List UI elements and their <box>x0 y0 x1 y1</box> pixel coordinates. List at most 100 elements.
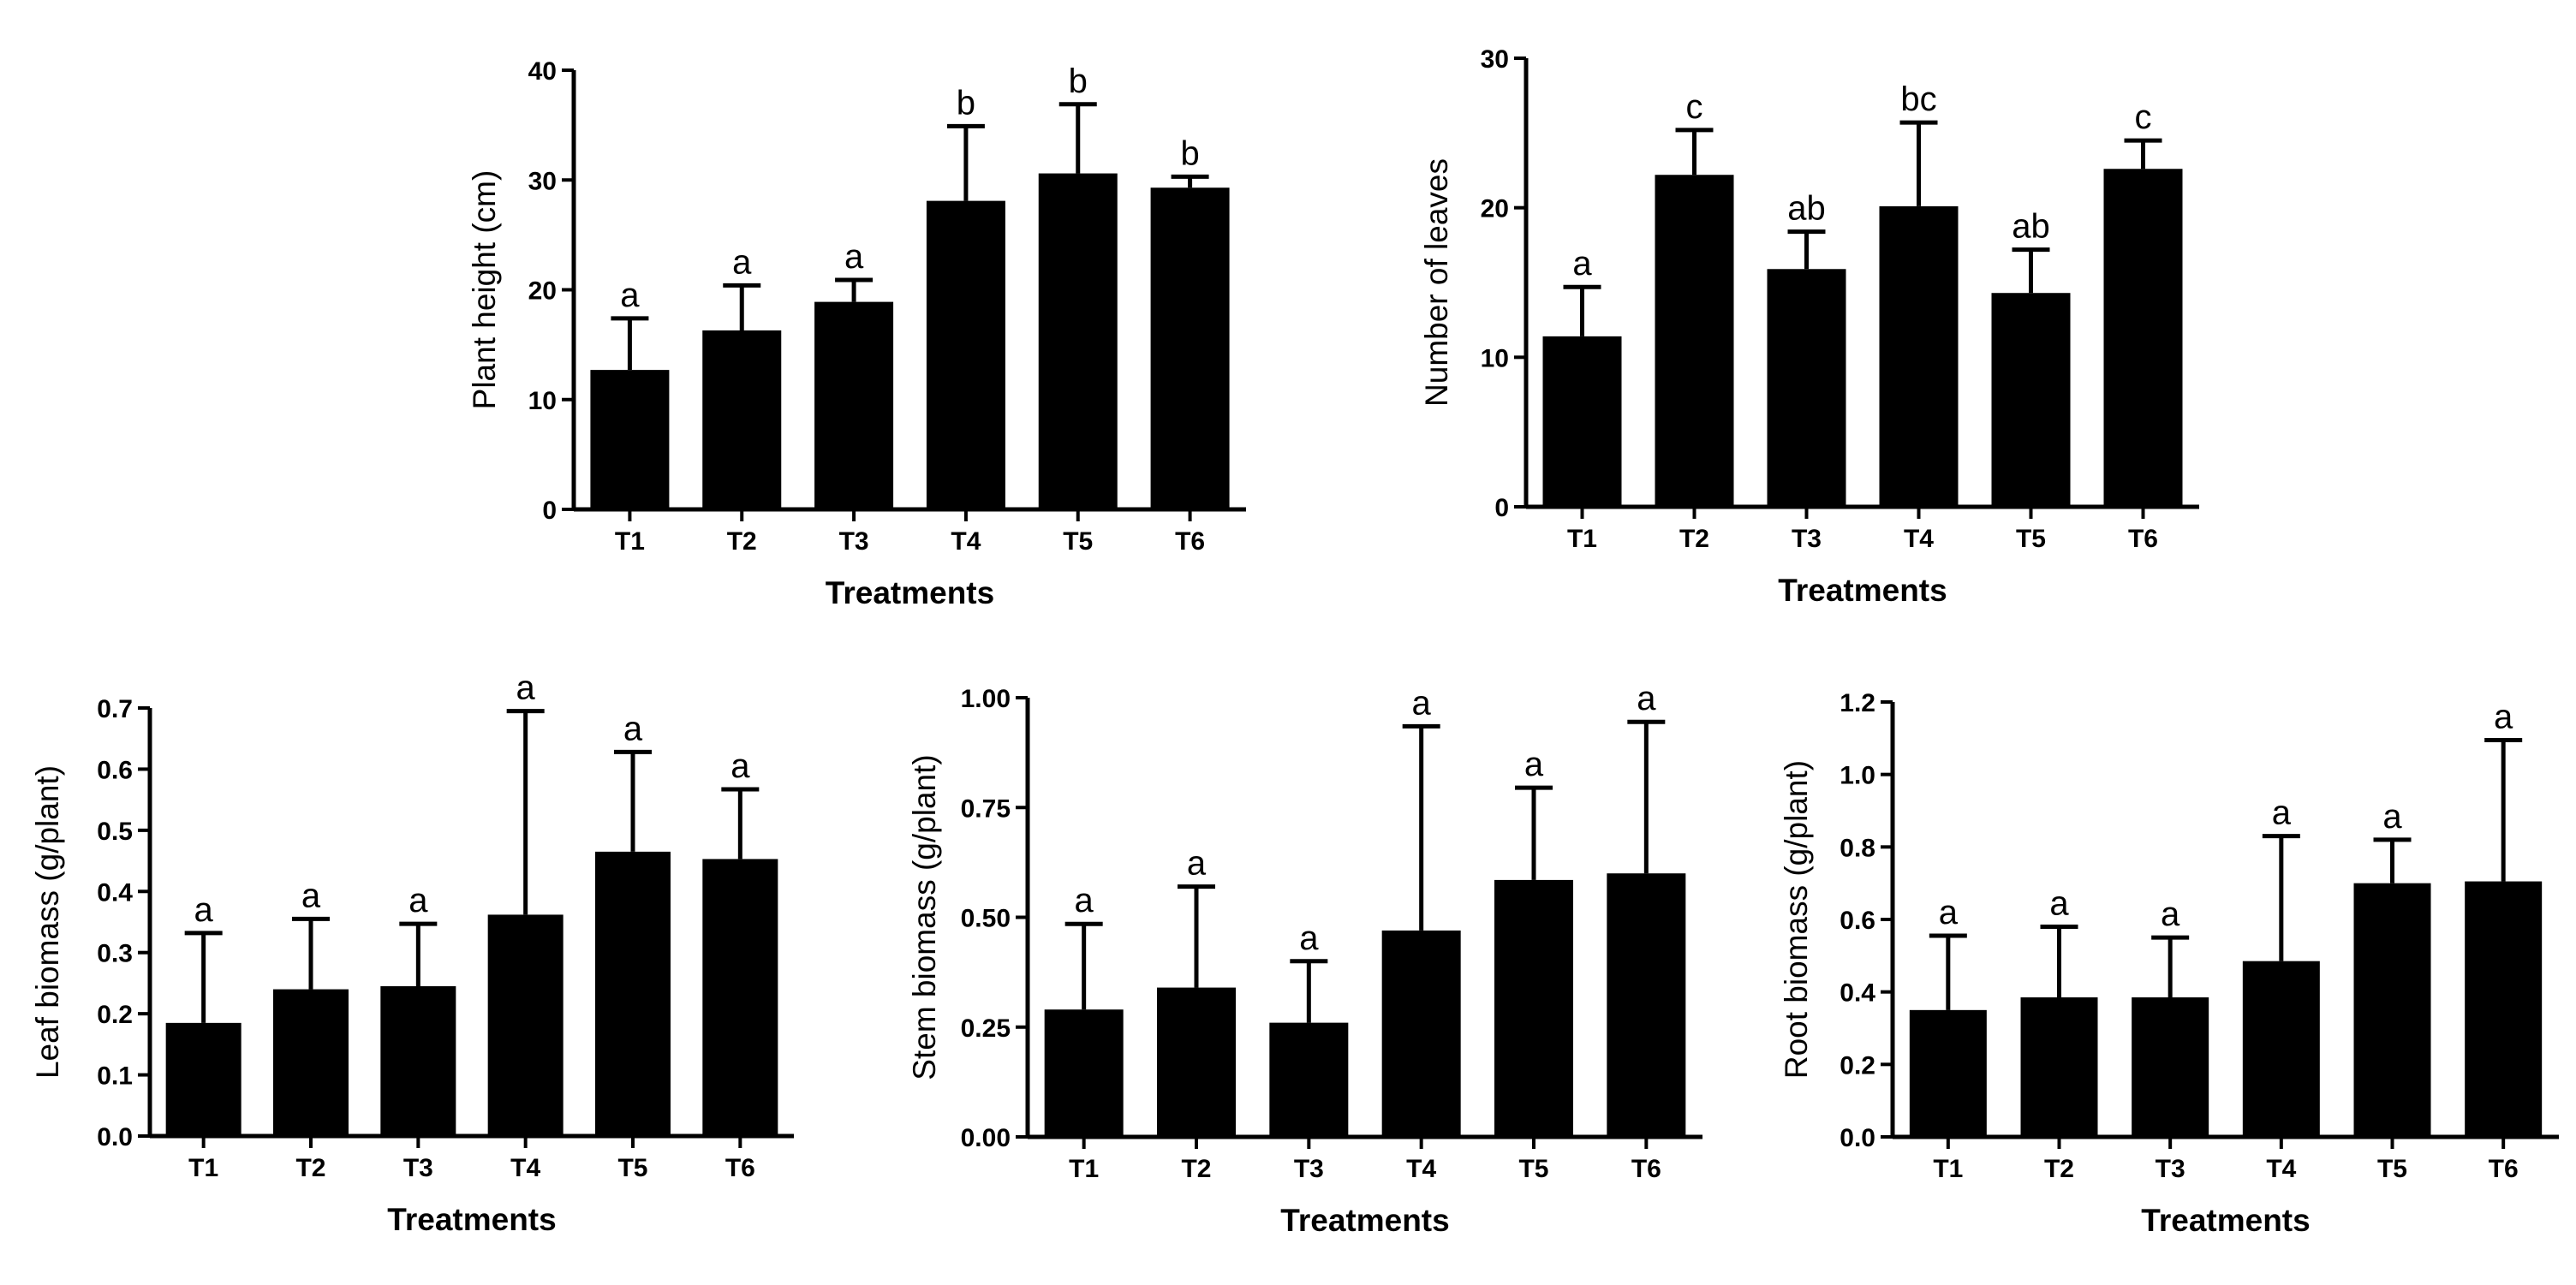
y-tick-label: 20 <box>528 277 557 306</box>
y-tick-label: 1.2 <box>1840 689 1875 717</box>
bar-t3 <box>2132 997 2209 1137</box>
bar-t3 <box>380 986 456 1136</box>
significance-letter: ab <box>2012 208 2050 246</box>
y-tick-label: 0.6 <box>97 756 133 784</box>
bar-t5 <box>1494 879 1573 1137</box>
y-tick-label: 20 <box>1481 195 1509 223</box>
significance-letter: ab <box>1787 190 1826 228</box>
significance-letter: bc <box>1900 80 1936 118</box>
x-tick-label: T4 <box>1904 525 1934 553</box>
x-tick-label: T5 <box>1063 527 1093 556</box>
y-tick-label: 10 <box>528 387 557 415</box>
bar-t2 <box>702 330 782 509</box>
y-tick-label: 0.0 <box>97 1123 133 1151</box>
significance-letter: a <box>2494 698 2513 735</box>
panel-leaf-biomass: 0.0 0.1 0.2 0.3 0.4 0.5 0.6 0.7 a T1 a T2 a T3 a T4 a T5 a… <box>30 669 794 1237</box>
x-tick-label: T2 <box>295 1154 325 1182</box>
bar-t5 <box>595 851 671 1136</box>
significance-letter: c <box>2135 98 2152 136</box>
y-tick-label: 40 <box>528 57 557 86</box>
panel-plant-height: 0 10 20 30 40 a T1 a T2 a T3 b T4 b T5 b T6 Treatments Pla… <box>467 57 1246 610</box>
x-tick-label: T1 <box>1933 1155 1963 1183</box>
y-tick-label: 0.6 <box>1840 907 1875 935</box>
y-axis-label: Root biomass (g/plant) <box>1779 760 1814 1079</box>
x-axis-label: Treatments <box>1280 1203 1449 1238</box>
bar-t3 <box>1767 269 1846 507</box>
y-tick-label: 0 <box>542 497 557 525</box>
significance-letter: a <box>1939 894 1959 931</box>
x-axis-label: Treatments <box>387 1202 556 1237</box>
bar-t4 <box>2242 961 2320 1137</box>
significance-letter: a <box>623 710 643 747</box>
significance-letter: a <box>408 882 428 919</box>
significance-letter: a <box>732 243 752 281</box>
bar-t6 <box>1607 873 1686 1137</box>
x-tick-label: T3 <box>1792 525 1822 553</box>
y-tick-label: 0.1 <box>97 1062 133 1091</box>
y-tick-label: 1.00 <box>961 685 1011 713</box>
bar-t3 <box>1269 1022 1349 1137</box>
x-tick-label: T2 <box>727 527 757 556</box>
bar-t2 <box>1655 175 1734 508</box>
significance-letter: a <box>2049 884 2069 922</box>
x-tick-label: T5 <box>1518 1155 1548 1183</box>
y-tick-label: 0.8 <box>1840 834 1875 862</box>
y-tick-label: 0.0 <box>1840 1124 1875 1152</box>
significance-letter: a <box>2272 794 2292 832</box>
y-axis-label: Plant height (cm) <box>467 170 502 410</box>
x-tick-label: T1 <box>615 527 645 556</box>
y-tick-label: 0.75 <box>961 794 1011 823</box>
y-tick-label: 1.0 <box>1840 762 1875 790</box>
y-tick-label: 0.2 <box>97 1001 133 1029</box>
x-tick-label: T5 <box>617 1154 647 1182</box>
bar-t3 <box>814 301 894 509</box>
y-tick-label: 0.3 <box>97 940 133 968</box>
x-tick-label: T6 <box>2128 525 2158 553</box>
bar-t1 <box>1044 1009 1124 1137</box>
bar-t2 <box>273 989 349 1136</box>
x-tick-label: T1 <box>1069 1155 1099 1183</box>
significance-letter: a <box>2161 895 2180 933</box>
significance-letter: c <box>1686 88 1703 126</box>
bar-t1 <box>1542 336 1622 507</box>
bar-t6 <box>2103 169 2183 507</box>
significance-letter: a <box>1637 680 1656 717</box>
bar-t6 <box>702 859 778 1136</box>
y-tick-label: 0.00 <box>961 1124 1011 1152</box>
significance-letter: a <box>1187 845 1207 883</box>
y-tick-label: 0 <box>1494 494 1509 522</box>
bar-t4 <box>487 914 564 1136</box>
y-tick-label: 0.25 <box>961 1014 1011 1043</box>
x-tick-label: T6 <box>1175 527 1205 556</box>
y-tick-label: 0.7 <box>97 695 133 723</box>
significance-letter: a <box>730 747 750 785</box>
significance-letter: a <box>1572 245 1592 283</box>
y-tick-label: 30 <box>1481 45 1509 74</box>
bar-t1 <box>165 1022 242 1136</box>
y-axis-label: Number of leaves <box>1419 158 1454 407</box>
x-tick-label: T5 <box>2377 1155 2407 1183</box>
x-tick-label: T4 <box>951 527 981 556</box>
significance-letter: a <box>2382 798 2402 836</box>
significance-letter: a <box>1299 919 1319 957</box>
significance-letter: a <box>844 238 864 276</box>
x-tick-label: T3 <box>2156 1155 2185 1183</box>
y-tick-label: 0.4 <box>97 878 133 907</box>
x-tick-label: T2 <box>1679 525 1709 553</box>
bar-t1 <box>1909 1009 1987 1137</box>
x-tick-label: T2 <box>1181 1155 1211 1183</box>
y-axis-label: Leaf biomass (g/plant) <box>30 765 65 1079</box>
significance-letter: a <box>301 877 321 914</box>
x-tick-label: T2 <box>2044 1155 2074 1183</box>
bar-t2 <box>1157 987 1236 1137</box>
x-tick-label: T5 <box>2016 525 2046 553</box>
bar-t5 <box>2353 883 2431 1137</box>
x-tick-label: T3 <box>403 1154 433 1182</box>
x-tick-label: T4 <box>510 1154 540 1182</box>
bar-t5 <box>1038 173 1118 509</box>
panel-number-of-leaves: 0 10 20 30 a T1 c T2 ab T3 bc T4 ab T5 c T6 Treatments Nu… <box>1419 45 2199 608</box>
bar-t4 <box>1381 930 1461 1137</box>
x-tick-label: T4 <box>1406 1155 1436 1183</box>
bar-t2 <box>2020 997 2098 1137</box>
